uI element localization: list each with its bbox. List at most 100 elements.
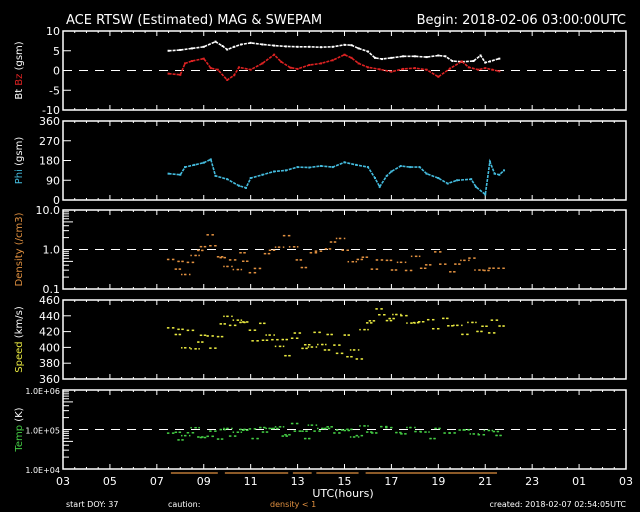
panel-frame (62, 120, 627, 201)
data-point (289, 354, 291, 357)
data-point (311, 424, 314, 426)
data-point (188, 347, 191, 349)
data-point (278, 246, 281, 248)
data-point (449, 67, 452, 70)
data-point (364, 328, 366, 331)
data-point (233, 435, 236, 437)
data-point (204, 245, 207, 248)
data-point (167, 327, 170, 329)
data-point (291, 337, 294, 339)
data-point (226, 427, 228, 430)
data-point (224, 323, 227, 325)
data-point (237, 268, 240, 271)
data-point (245, 321, 248, 323)
data-point (357, 436, 360, 438)
data-point (425, 56, 428, 59)
data-point (367, 328, 369, 331)
y-axis-label: Temp (K) (14, 407, 25, 452)
data-point (197, 249, 199, 252)
y-tick-label: 460 (39, 294, 60, 307)
data-point (223, 323, 226, 325)
data-point (381, 259, 384, 261)
data-point (488, 269, 490, 272)
chart-title: ACE RTSW (Estimated) MAG & SWEPAM (66, 13, 322, 28)
data-point (273, 427, 275, 430)
data-point (212, 335, 214, 337)
x-tick-label: 19 (431, 475, 445, 488)
data-point (240, 252, 242, 254)
data-point (182, 439, 184, 441)
data-point (261, 173, 264, 176)
data-point (268, 334, 270, 336)
data-point (460, 60, 463, 63)
x-tick-label: 21 (478, 475, 492, 488)
data-point (296, 45, 299, 48)
data-point (186, 261, 189, 264)
data-point (366, 166, 369, 169)
data-point (272, 427, 274, 430)
data-point (264, 426, 266, 429)
data-point (369, 431, 372, 433)
data-point (481, 330, 483, 333)
data-point (237, 431, 240, 433)
data-point (310, 252, 313, 254)
data-point (484, 269, 486, 272)
data-point (425, 431, 427, 433)
data-point (207, 335, 209, 337)
data-point (281, 338, 284, 341)
data-point (175, 333, 178, 336)
data-point (347, 355, 349, 358)
data-point (492, 267, 494, 269)
data-point (183, 62, 186, 65)
data-point (429, 264, 432, 266)
data-point (209, 158, 212, 161)
data-point (348, 429, 350, 432)
data-point (296, 246, 299, 248)
data-point (219, 428, 222, 431)
data-point (282, 426, 285, 428)
data-point (492, 332, 495, 334)
data-point (375, 308, 377, 310)
data-point (240, 321, 242, 324)
data-point (466, 333, 468, 336)
data-point (419, 267, 422, 270)
data-point (370, 431, 373, 433)
data-point (216, 335, 219, 338)
data-point (287, 234, 290, 237)
data-point (470, 178, 473, 181)
data-point (184, 273, 187, 276)
data-point (406, 322, 408, 324)
data-point (214, 347, 216, 349)
data-point (267, 252, 270, 255)
data-point (490, 319, 493, 321)
data-point (409, 269, 412, 272)
data-point (240, 319, 243, 321)
x-tick-label: 17 (384, 475, 398, 488)
data-point (244, 321, 246, 324)
data-point (366, 66, 369, 69)
data-point (389, 259, 392, 262)
data-point (232, 319, 235, 321)
data-point (209, 430, 211, 432)
data-point (503, 169, 506, 172)
data-point (242, 429, 245, 431)
data-point (386, 426, 388, 429)
data-point (333, 241, 336, 243)
y-axis-label-part: (gsm) (14, 41, 25, 73)
data-point (477, 433, 480, 435)
data-point (323, 427, 326, 430)
data-point (374, 432, 377, 434)
data-point (488, 160, 491, 163)
y-axis-label-part: (km/s) (14, 306, 25, 341)
data-point (371, 432, 374, 434)
data-point (264, 252, 267, 255)
data-point (487, 269, 489, 272)
data-point (335, 429, 338, 431)
data-point (327, 427, 330, 430)
data-point (240, 428, 242, 431)
data-point (340, 352, 343, 355)
data-point (179, 333, 182, 336)
data-point (210, 430, 212, 432)
data-point (431, 327, 434, 330)
data-point (487, 429, 490, 432)
